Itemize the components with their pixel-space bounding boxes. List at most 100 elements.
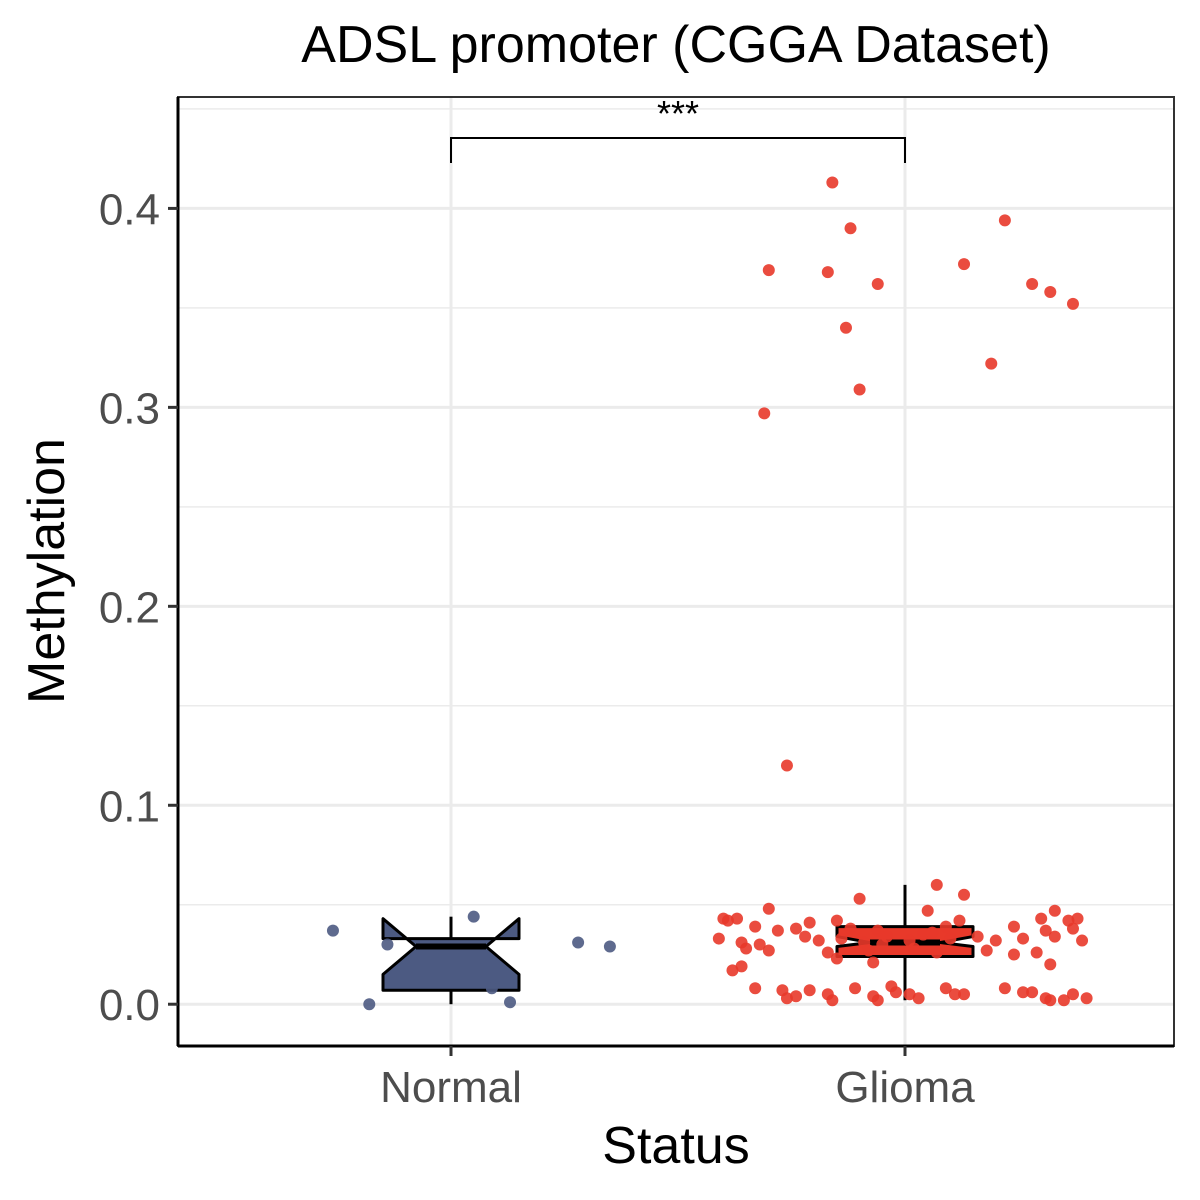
data-point bbox=[381, 938, 394, 951]
bracket-line bbox=[450, 137, 906, 163]
grid bbox=[178, 97, 1174, 1046]
data-point bbox=[1026, 986, 1039, 999]
data-point bbox=[862, 944, 875, 957]
data-point bbox=[835, 932, 848, 945]
data-point bbox=[749, 982, 762, 995]
x-tick-label: Normal bbox=[380, 1063, 522, 1112]
data-point bbox=[726, 964, 739, 977]
y-tick-label: 0.3 bbox=[99, 384, 160, 433]
data-point bbox=[1007, 948, 1020, 961]
x-tick-label: Glioma bbox=[835, 1063, 975, 1112]
data-point bbox=[903, 988, 916, 1001]
data-point bbox=[930, 946, 943, 959]
data-point bbox=[1035, 912, 1048, 925]
data-point bbox=[844, 922, 857, 935]
data-point bbox=[504, 996, 517, 1009]
data-point bbox=[363, 998, 376, 1011]
data-point bbox=[762, 264, 775, 277]
data-point bbox=[753, 938, 766, 951]
data-point bbox=[830, 952, 843, 965]
data-point bbox=[1044, 994, 1057, 1007]
data-point bbox=[889, 986, 902, 999]
data-point bbox=[971, 930, 984, 943]
data-point bbox=[1048, 930, 1061, 943]
data-point bbox=[712, 932, 725, 945]
data-point bbox=[749, 920, 762, 933]
data-point bbox=[980, 944, 993, 957]
data-point bbox=[1026, 278, 1039, 291]
data-point bbox=[735, 960, 748, 973]
data-point bbox=[880, 930, 893, 943]
data-point bbox=[998, 214, 1011, 227]
data-point bbox=[908, 942, 921, 955]
data-point bbox=[985, 357, 998, 370]
y-tick-label: 0.2 bbox=[99, 583, 160, 632]
data-point bbox=[871, 278, 884, 291]
data-point bbox=[762, 902, 775, 915]
data-point bbox=[485, 982, 498, 995]
data-point bbox=[758, 407, 771, 420]
data-point bbox=[912, 992, 925, 1005]
data-point bbox=[871, 994, 884, 1007]
data-point bbox=[853, 892, 866, 905]
data-point bbox=[867, 956, 880, 969]
y-axis-label: Methylation bbox=[18, 438, 76, 704]
data-point bbox=[830, 914, 843, 927]
data-point bbox=[921, 904, 934, 917]
data-point bbox=[1007, 920, 1020, 933]
data-point bbox=[1048, 904, 1061, 917]
data-point bbox=[958, 258, 971, 271]
data-point bbox=[771, 924, 784, 937]
data-point bbox=[762, 944, 775, 957]
data-point bbox=[953, 914, 966, 927]
y-tick-label: 0.1 bbox=[99, 782, 160, 831]
data-point bbox=[1057, 994, 1070, 1007]
data-point bbox=[821, 266, 834, 279]
data-point bbox=[799, 930, 812, 943]
data-point bbox=[467, 910, 480, 923]
data-point bbox=[1030, 946, 1043, 959]
data-point bbox=[1044, 285, 1057, 298]
y-tick-label: 0.0 bbox=[99, 981, 160, 1030]
data-point bbox=[1066, 922, 1079, 935]
data-point bbox=[826, 176, 839, 189]
data-point bbox=[826, 994, 839, 1007]
data-point bbox=[721, 914, 734, 927]
data-point bbox=[944, 932, 957, 945]
data-point bbox=[803, 916, 816, 929]
data-point bbox=[821, 946, 834, 959]
data-points bbox=[326, 176, 1093, 1011]
data-point bbox=[958, 888, 971, 901]
y-tick-label: 0.4 bbox=[99, 185, 160, 234]
data-point bbox=[958, 988, 971, 1001]
significance-bracket: *** bbox=[450, 93, 906, 163]
data-point bbox=[790, 990, 803, 1003]
x-axis-label: Status bbox=[602, 1117, 749, 1175]
data-point bbox=[1071, 912, 1084, 925]
data-point bbox=[1044, 958, 1057, 971]
data-point bbox=[740, 942, 753, 955]
data-point bbox=[1017, 986, 1030, 999]
data-point bbox=[844, 222, 857, 235]
data-point bbox=[939, 920, 952, 933]
data-point bbox=[1039, 924, 1052, 937]
data-point bbox=[917, 928, 930, 941]
data-point bbox=[572, 936, 585, 949]
data-point bbox=[948, 988, 961, 1001]
data-point bbox=[603, 940, 616, 953]
data-point bbox=[326, 924, 339, 937]
plot-frame bbox=[177, 96, 1175, 1047]
data-point bbox=[930, 878, 943, 891]
notched-box bbox=[381, 917, 521, 992]
significance-label: *** bbox=[657, 93, 699, 134]
data-point bbox=[803, 984, 816, 997]
data-point bbox=[871, 924, 884, 937]
data-point bbox=[998, 982, 1011, 995]
data-point bbox=[731, 912, 744, 925]
data-point bbox=[839, 321, 852, 334]
data-point bbox=[989, 934, 1002, 947]
axes: 0.0 0.1 0.2 0.3 0.4 Normal Glioma bbox=[99, 185, 975, 1112]
data-point bbox=[1066, 988, 1079, 1001]
data-point bbox=[1066, 297, 1079, 310]
